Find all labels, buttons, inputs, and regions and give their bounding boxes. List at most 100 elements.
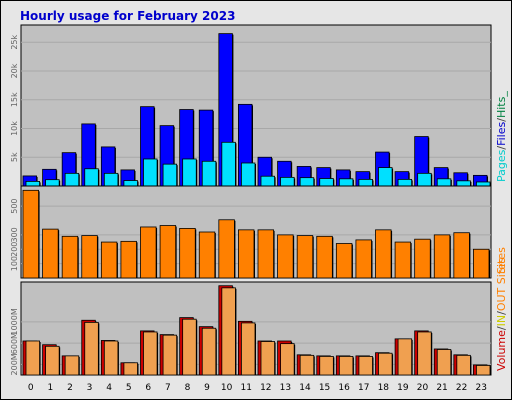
legend-hits-files-pages: Pages/Files/Hits_	[495, 91, 508, 182]
bar-sites-10	[218, 219, 235, 279]
bar-out-17	[358, 355, 373, 376]
bar-out-3	[84, 321, 99, 376]
x-tick-label: 16	[338, 383, 350, 393]
legend-item: OUT	[495, 287, 508, 311]
bar-sites-16	[335, 243, 353, 279]
x-tick-label: 17	[358, 383, 369, 393]
y-tick-label: 5k	[10, 152, 19, 162]
bar-pages-19	[397, 178, 413, 187]
y-tick-label: 25k	[10, 34, 19, 49]
x-tick-label: 1	[48, 383, 54, 393]
y-tick-label: 20k	[10, 63, 19, 78]
bar-out-16	[338, 355, 354, 376]
x-tick-label: 15	[319, 383, 330, 393]
plot-background	[20, 185, 492, 279]
bar-pages-9	[201, 160, 217, 187]
bar-out-14	[299, 354, 315, 376]
legend-item: Sites	[495, 247, 508, 274]
bar-out-7	[162, 334, 178, 376]
x-tick-label: 9	[204, 383, 210, 393]
x-tick-label: 0	[28, 383, 34, 393]
bar-pages-7	[162, 163, 178, 187]
bar-sites-20	[414, 238, 431, 279]
bar-sites-23	[473, 248, 490, 279]
legend-item: Volume	[495, 330, 508, 371]
x-tick-label: 22	[456, 383, 467, 393]
y-tick-label: 100	[10, 256, 19, 271]
bar-sites-17	[355, 239, 372, 279]
bar-pages-0	[25, 180, 40, 187]
x-tick-label: 7	[165, 383, 171, 393]
legend-sites: Sites	[495, 247, 508, 274]
bar-out-19	[397, 338, 413, 376]
x-tick-label: 13	[280, 383, 291, 393]
x-tick-label: 12	[260, 383, 271, 393]
bar-sites-14	[296, 235, 314, 279]
bar-sites-8	[179, 228, 196, 279]
y-tick-label: 200	[10, 242, 19, 257]
bar-sites-19	[394, 241, 412, 279]
x-tick-label: 6	[145, 383, 151, 393]
y-tick-label: 300	[10, 227, 19, 242]
bar-out-2	[64, 355, 80, 376]
y-tick-label: 200M	[10, 353, 19, 375]
bar-sites-12	[257, 229, 274, 279]
bar-out-18	[378, 352, 393, 376]
legend-item: IN	[495, 315, 508, 326]
bar-sites-4	[100, 241, 118, 279]
bar-pages-16	[338, 178, 354, 187]
bar-out-12	[260, 341, 275, 376]
x-tick-label: 14	[299, 383, 311, 393]
legend-item: /	[495, 326, 508, 330]
bar-sites-9	[198, 231, 216, 279]
bar-sites-15	[316, 235, 333, 279]
legend-item: /	[495, 311, 508, 315]
bar-pages-12	[260, 175, 275, 187]
x-tick-label: 23	[475, 383, 486, 393]
plot-background	[20, 24, 492, 187]
legend-volume: Volume/IN/OUT Sites	[495, 257, 508, 371]
x-tick-label: 2	[67, 383, 73, 393]
x-tick-label: 10	[221, 383, 233, 393]
y-tick-label: 600M	[10, 332, 19, 354]
x-tick-label: 18	[378, 383, 390, 393]
bar-sites-1	[42, 228, 59, 279]
bar-sites-7	[159, 225, 177, 279]
legend-item: Pages	[495, 149, 508, 182]
bar-pages-1	[45, 179, 60, 187]
y-tick-label: 15k	[10, 92, 19, 107]
chart-title: Hourly usage for February 2023	[20, 9, 235, 23]
legend-item: /	[495, 118, 508, 122]
bar-out-22	[456, 354, 471, 376]
bar-out-13	[280, 343, 295, 376]
bar-sites-22	[453, 232, 470, 279]
bar-sites-6	[140, 226, 157, 279]
bar-sites-3	[81, 235, 98, 279]
bar-pages-13	[280, 176, 295, 187]
bar-pages-6	[143, 158, 158, 187]
x-tick-label: 3	[87, 383, 93, 393]
bar-out-10	[221, 287, 236, 376]
y-tick-label: 1000M	[10, 308, 19, 335]
bar-sites-21	[433, 234, 451, 279]
legend-item: Files	[495, 121, 508, 145]
x-tick-label: 20	[417, 383, 429, 393]
bar-pages-2	[64, 172, 80, 187]
x-tick-label: 19	[397, 383, 409, 393]
bar-out-15	[319, 355, 334, 376]
bar-pages-4	[103, 172, 119, 187]
bar-pages-17	[358, 178, 373, 187]
bar-pages-22	[456, 180, 471, 187]
bar-pages-23	[476, 181, 491, 187]
x-tick-label: 8	[185, 383, 191, 393]
bar-pages-20	[417, 172, 432, 187]
y-tick-label: 500	[10, 198, 19, 213]
x-tick-label: 5	[126, 383, 132, 393]
bar-out-4	[103, 340, 119, 376]
bar-pages-3	[84, 168, 99, 187]
x-tick-label: 4	[106, 383, 112, 393]
bar-out-20	[417, 331, 432, 376]
bar-out-8	[182, 318, 197, 376]
